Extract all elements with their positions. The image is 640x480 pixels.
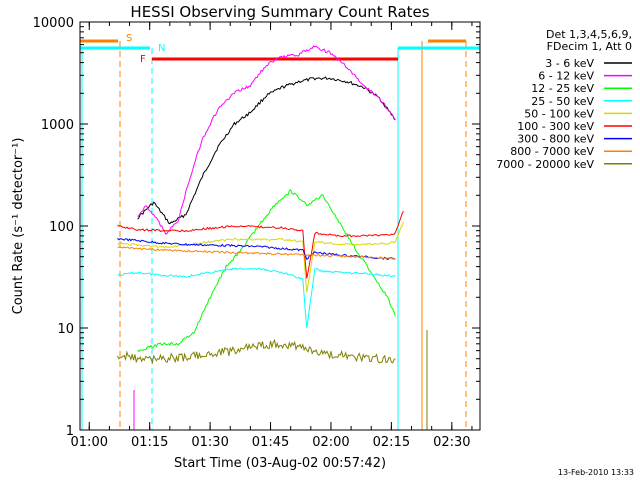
y-tick-label-1: 10	[57, 322, 74, 337]
y-tick-label-2: 100	[49, 220, 74, 235]
x-tick-label-1: 01:15	[131, 435, 168, 450]
legend-label-6: 300 - 800 keV	[517, 133, 594, 146]
legend: Det 1,3,4,5,6,9, FDecim 1, Att 0 3 - 6 k…	[496, 28, 632, 171]
series-line-0	[137, 76, 396, 225]
legend-label-5: 100 - 300 keV	[517, 120, 594, 133]
footer-timestamp: 13-Feb-2010 13:33	[558, 468, 634, 477]
legend-label-1: 6 - 12 keV	[538, 70, 594, 83]
legend-label-0: 3 - 6 keV	[545, 57, 594, 70]
series-line-1	[137, 45, 396, 235]
legend-header-line-1: Det 1,3,4,5,6,9,	[546, 28, 632, 41]
x-tick-label-0: 01:00	[71, 435, 108, 450]
y-tick-label-4: 10000	[33, 16, 74, 31]
series-line-2	[137, 189, 396, 353]
y-tick-label-0: 1	[66, 424, 74, 439]
x-tick-label-4: 02:00	[312, 435, 349, 450]
y-axis-label: Count Rate (s⁻¹ detector⁻¹)	[11, 138, 26, 315]
flag-layer: S N F	[80, 33, 480, 430]
chart-title: HESSI Observing Summary Count Rates	[130, 3, 429, 21]
plot-frame	[79, 21, 481, 431]
axis-layer: 01:00 01:15 01:30 01:45 02:00 02:15 02:30 1 10 10…	[33, 16, 480, 450]
x-tick-label-6: 02:30	[433, 435, 470, 450]
series-line-3	[117, 267, 396, 328]
legend-label-2: 12 - 25 keV	[531, 82, 594, 95]
flag-f-label: F	[140, 54, 146, 65]
x-tick-label-5: 02:15	[373, 435, 410, 450]
legend-label-3: 25 - 50 keV	[531, 95, 594, 108]
series-line-7	[117, 246, 396, 260]
legend-label-7: 800 - 7000 keV	[510, 145, 594, 158]
legend-header-line-2: FDecim 1, Att 0	[547, 40, 632, 53]
x-tick-label-2: 01:30	[191, 435, 228, 450]
x-tick-label-3: 01:45	[252, 435, 289, 450]
legend-label-8: 7000 - 20000 keV	[496, 158, 594, 171]
series-line-5	[117, 210, 404, 279]
series-line-8	[117, 338, 396, 365]
legend-label-4: 50 - 100 keV	[524, 107, 594, 120]
series-line-4	[117, 221, 404, 293]
flag-s-label: S	[126, 33, 132, 44]
x-axis-label: Start Time (03-Aug-02 00:57:42)	[174, 456, 386, 471]
series-layer	[117, 45, 404, 365]
flag-n-label: N	[158, 43, 165, 54]
y-tick-label-3: 1000	[41, 118, 74, 133]
